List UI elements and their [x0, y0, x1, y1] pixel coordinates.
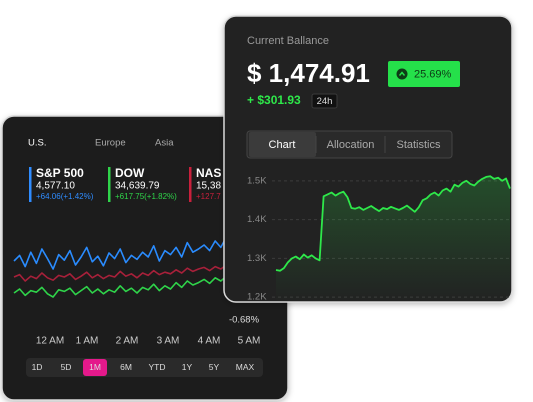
- range-button[interactable]: 1D: [32, 362, 43, 372]
- index-value: 4,577.10: [36, 181, 75, 192]
- region-tab[interactable]: U.S.: [28, 138, 46, 149]
- y-tick-label: 1.5K: [247, 175, 267, 186]
- tab-selected: [249, 132, 316, 157]
- badge-text: 25.69%: [414, 68, 452, 80]
- index-change: +64.06(+1.42%): [36, 192, 94, 201]
- range-button[interactable]: 6M: [120, 362, 132, 372]
- range-button[interactable]: 5Y: [209, 362, 220, 372]
- line: [13, 264, 233, 282]
- range-button[interactable]: 1Y: [182, 362, 193, 372]
- period-badge: [311, 93, 338, 109]
- range-button[interactable]: MAX: [236, 362, 255, 372]
- market-chart: [13, 236, 233, 298]
- index-bar: [189, 167, 192, 202]
- tab[interactable]: Statistics: [396, 139, 441, 151]
- line: [13, 236, 233, 270]
- range-button[interactable]: 5D: [61, 362, 72, 372]
- period: 24h: [317, 96, 333, 107]
- balance-card: Current Ballance $ 1,474.91 25.69% + $30…: [223, 15, 513, 303]
- balance-label: Current Ballance: [247, 35, 329, 47]
- y-tick-label: 1.2K: [247, 292, 267, 303]
- x-tick-label: 2 AM: [116, 336, 139, 347]
- line: [275, 175, 511, 272]
- range-button[interactable]: 1M: [89, 362, 101, 372]
- index-name: S&P 500: [36, 166, 84, 180]
- x-tick-label: 1 AM: [76, 336, 99, 347]
- area: [276, 176, 510, 302]
- region-tab[interactable]: Europe: [95, 138, 126, 149]
- y-tick-label: 1.3K: [247, 253, 267, 264]
- line: [13, 275, 233, 298]
- x-tick-label: 12 AM: [36, 336, 64, 347]
- balance-chart: 1.5K 1.4K 1.3K 1.2K: [247, 175, 512, 303]
- index-change: +617.75(+1.82%): [115, 192, 177, 201]
- market-card: U.S. Europe Asia S&P 5004,577.10+64.06(+1.4…: [1, 115, 289, 401]
- badge-icon: [396, 68, 408, 80]
- badge-arrow: [398, 71, 406, 76]
- index-value: 34,639.79: [115, 181, 160, 192]
- x-tick-label: 3 AM: [157, 336, 180, 347]
- x-tick-label: 5 AM: [238, 336, 261, 347]
- balance: $ 1,474.91: [247, 58, 370, 88]
- index-value: 15,38: [196, 181, 221, 192]
- index-bar: [29, 167, 32, 202]
- tab[interactable]: Allocation: [327, 139, 375, 151]
- index-name: NAS: [196, 166, 221, 180]
- change-label: -0.68%: [229, 315, 260, 326]
- index-bar: [108, 167, 111, 202]
- tab[interactable]: Chart: [269, 139, 296, 151]
- range-button[interactable]: YTD: [149, 362, 166, 372]
- index-change: +127.7: [196, 192, 221, 201]
- y-tick-label: 1.4K: [247, 214, 267, 225]
- range-selected: [83, 359, 107, 376]
- index-name: DOW: [115, 166, 145, 180]
- gain: + $301.93: [247, 93, 301, 107]
- badge: [388, 61, 460, 87]
- region-tab[interactable]: Asia: [155, 138, 174, 149]
- x-tick-label: 4 AM: [198, 336, 221, 347]
